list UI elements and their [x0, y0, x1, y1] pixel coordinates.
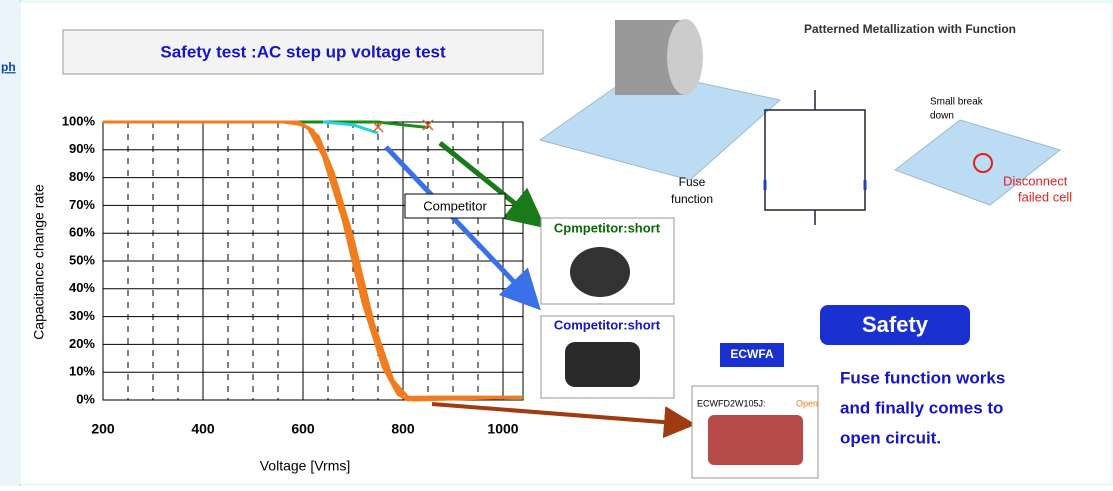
- sample-photo: [565, 342, 640, 387]
- slide: ph Safety test :AC step up voltage test …: [0, 0, 1113, 486]
- ecwfa-label: ECWFA: [730, 347, 774, 361]
- sample-label: Cpmpetitor:short: [554, 220, 661, 235]
- summary: open circuit.: [840, 428, 941, 447]
- x-tick-label: 400: [191, 421, 215, 437]
- roll-end: [667, 19, 703, 95]
- sample-photo: [570, 247, 630, 297]
- x-tick-label: 1000: [487, 421, 518, 437]
- note: Disconnect: [1003, 173, 1068, 188]
- product-photo: [708, 415, 803, 465]
- y-tick-label: 80%: [69, 169, 95, 184]
- y-tick-label: 40%: [69, 280, 95, 295]
- summary: and finally comes to: [840, 398, 1003, 417]
- part-status: Open: [796, 398, 818, 408]
- x-axis-label: Voltage [Vrms]: [260, 458, 351, 474]
- diagram-title: Patterned Metallization with Function: [804, 22, 1016, 36]
- y-tick-label: 90%: [69, 141, 95, 156]
- note: Small break: [930, 97, 984, 108]
- plot: 0% 10% 20% 30% 40% 50% 60% 70% 80% 90% 100% 200 400 6…: [62, 113, 523, 436]
- x-tick-label: 200: [91, 421, 115, 437]
- note: down: [930, 111, 954, 122]
- sample-label: Competitor:short: [554, 317, 661, 332]
- note: Fuse: [679, 175, 706, 189]
- note: function: [671, 192, 713, 206]
- x-tick-label: 800: [391, 421, 415, 437]
- safety-label: Safety: [862, 312, 929, 337]
- y-tick-label: 0%: [76, 391, 95, 406]
- link[interactable]: ph: [1, 60, 16, 74]
- y-tick-label: 70%: [69, 197, 95, 212]
- chart-title: Safety test :AC step up voltage test: [160, 42, 446, 61]
- y-tick-label: 60%: [69, 225, 95, 240]
- x-tick-label: 600: [291, 421, 315, 437]
- y-tick-label: 20%: [69, 336, 95, 351]
- note: failed cell: [1018, 189, 1072, 204]
- y-tick-label: 50%: [69, 252, 95, 267]
- y-axis-label: Capacitance change rate: [31, 184, 47, 340]
- y-tick-label: 100%: [62, 113, 96, 128]
- part-number: ECWFD2W105J:: [697, 398, 766, 408]
- competitor-label: Competitor: [423, 198, 487, 213]
- y-tick-label: 30%: [69, 308, 95, 323]
- summary: Fuse function works: [840, 368, 1005, 387]
- y-tick-label: 10%: [69, 364, 95, 379]
